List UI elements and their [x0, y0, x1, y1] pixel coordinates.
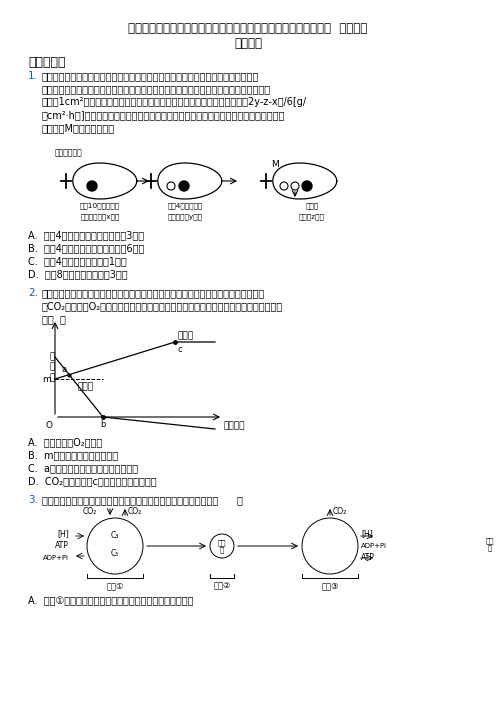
Text: A.  下午4时后将整个实验装置遮光3小时: A. 下午4时后将整个实验装置遮光3小时 [28, 230, 144, 240]
Circle shape [280, 182, 288, 190]
Text: 圆片（干重y克）: 圆片（干重y克） [168, 213, 202, 220]
Text: 出CO₂释放量和O₂产生量（如图所示），假定光照强度不影响呼吸速率，有关分析错误的: 出CO₂释放量和O₂产生量（如图所示），假定光照强度不影响呼吸速率，有关分析错误… [42, 301, 283, 311]
Text: 上午10时移走时的: 上午10时移走时的 [80, 202, 120, 208]
Circle shape [302, 518, 358, 574]
Text: C₃: C₃ [111, 531, 119, 541]
Text: CO₂: CO₂ [83, 508, 97, 517]
Text: 面积为1cm²的叶圆片烘干后称其重量，测得叶片的叶绿体光合作用速率＝（2y-z-x）/6[g/: 面积为1cm²的叶圆片烘干后称其重量，测得叶片的叶绿体光合作用速率＝（2y-z-… [42, 97, 307, 107]
Text: [H]: [H] [361, 529, 373, 538]
Text: ATP: ATP [361, 553, 375, 562]
Text: b: b [100, 420, 106, 429]
Text: 1.: 1. [28, 71, 38, 81]
Circle shape [167, 182, 175, 190]
Text: [H]: [H] [57, 529, 69, 538]
Text: 河南郑州外国语新枫杨学校高一生物上学期细胞的能量供应和利用  单元模拟: 河南郑州外国语新枫杨学校高一生物上学期细胞的能量供应和利用 单元模拟 [128, 22, 368, 35]
Circle shape [302, 181, 312, 191]
Text: 响）。则M处的实验条件是: 响）。则M处的实验条件是 [42, 123, 115, 133]
Text: B.  m值是在黑暗条件下测得的: B. m值是在黑暗条件下测得的 [28, 450, 118, 460]
Text: 叶圆片: 叶圆片 [306, 202, 318, 208]
Text: C.  下午4时后在阳光下照射1小时: C. 下午4时后在阳光下照射1小时 [28, 256, 127, 266]
Text: 科研小组将某植物置于温度适宜、密闭透明的玻璃罩内，在不同光照强度下测定并计算: 科研小组将某植物置于温度适宜、密闭透明的玻璃罩内，在不同光照强度下测定并计算 [42, 288, 265, 298]
Circle shape [179, 181, 189, 191]
Text: 测试试题: 测试试题 [234, 37, 262, 50]
Text: ADP+Pi: ADP+Pi [43, 555, 69, 561]
Text: M: M [271, 160, 279, 169]
Text: CO₂: CO₂ [128, 508, 142, 517]
Circle shape [87, 181, 97, 191]
Text: A.  过程①表示光合作用暗反应，无光条件下能持续正常进行: A. 过程①表示光合作用暗反应，无光条件下能持续正常进行 [28, 595, 193, 605]
Text: 过程③: 过程③ [321, 581, 339, 590]
Circle shape [210, 534, 234, 558]
Text: 甲曲线: 甲曲线 [178, 331, 194, 340]
Text: 过程②: 过程② [213, 581, 231, 590]
Text: 葡萄
糖: 葡萄 糖 [218, 539, 226, 553]
Circle shape [291, 182, 299, 190]
Text: D.  晚上8时后在无光下放置3小时: D. 晚上8时后在无光下放置3小时 [28, 269, 127, 279]
Text: C.  a点时植物的光合速率等于呼吸速率: C. a点时植物的光合速率等于呼吸速率 [28, 463, 138, 473]
Text: B.  下午4时后将整个实验装置遮光6小时: B. 下午4时后将整个实验装置遮光6小时 [28, 243, 144, 253]
Text: 环剥后的叶片: 环剥后的叶片 [55, 148, 83, 157]
Text: （cm²·h）]（不考虑取叶圆片后对叶片生理活动的影响和温度微小变化对叶生理活动的影: （cm²·h）]（不考虑取叶圆片后对叶片生理活动的影响和温度微小变化对叶生理活动… [42, 110, 285, 120]
Text: D.  CO₂浓度是限制c点变化的主要外界因素: D. CO₂浓度是限制c点变化的主要外界因素 [28, 476, 157, 486]
Text: 下午4时移走的叶: 下午4时移走的叶 [167, 202, 203, 208]
Text: A.  甲曲线表示O₂产生量: A. 甲曲线表示O₂产生量 [28, 437, 102, 447]
Text: CO₂: CO₂ [333, 508, 347, 517]
Text: 是（  ）: 是（ ） [42, 314, 66, 324]
Text: 相
对
值: 相 对 值 [49, 352, 55, 382]
Text: 光照强度: 光照强度 [224, 421, 246, 430]
Text: 作环剥处理（仅限制叶片有机物的输入和输出），于不同时间分别在同一叶片上陆续取下: 作环剥处理（仅限制叶片有机物的输入和输出），于不同时间分别在同一叶片上陆续取下 [42, 84, 271, 94]
Text: 过程①: 过程① [106, 581, 124, 590]
Text: （干重z克）: （干重z克） [299, 213, 325, 220]
Text: ATP: ATP [55, 541, 69, 550]
Text: 2.: 2. [28, 288, 38, 298]
Text: m: m [42, 374, 51, 383]
Text: ADP+Pi: ADP+Pi [361, 543, 387, 549]
Circle shape [87, 518, 143, 574]
Text: O: O [45, 421, 52, 430]
Text: c: c [177, 345, 182, 354]
Text: 一、选择题: 一、选择题 [28, 56, 65, 69]
Text: 某同学欲测定植物叶片叶绿体的光合作用速率，做了如图十一所示实验，在叶柄基部: 某同学欲测定植物叶片叶绿体的光合作用速率，做了如图十一所示实验，在叶柄基部 [42, 71, 259, 81]
Text: 丙酮
酸: 丙酮 酸 [486, 537, 494, 551]
Text: C₅: C₅ [111, 550, 119, 559]
Text: a: a [62, 364, 67, 373]
Text: 下图是绿色植物叶肉细胞的部分代谢过程图解，相关叙述正确的是（      ）: 下图是绿色植物叶肉细胞的部分代谢过程图解，相关叙述正确的是（ ） [42, 495, 243, 505]
Text: 叶圆片（干重x克）: 叶圆片（干重x克） [80, 213, 120, 220]
Text: 3.: 3. [28, 495, 38, 505]
Text: 乙曲线: 乙曲线 [77, 383, 93, 392]
